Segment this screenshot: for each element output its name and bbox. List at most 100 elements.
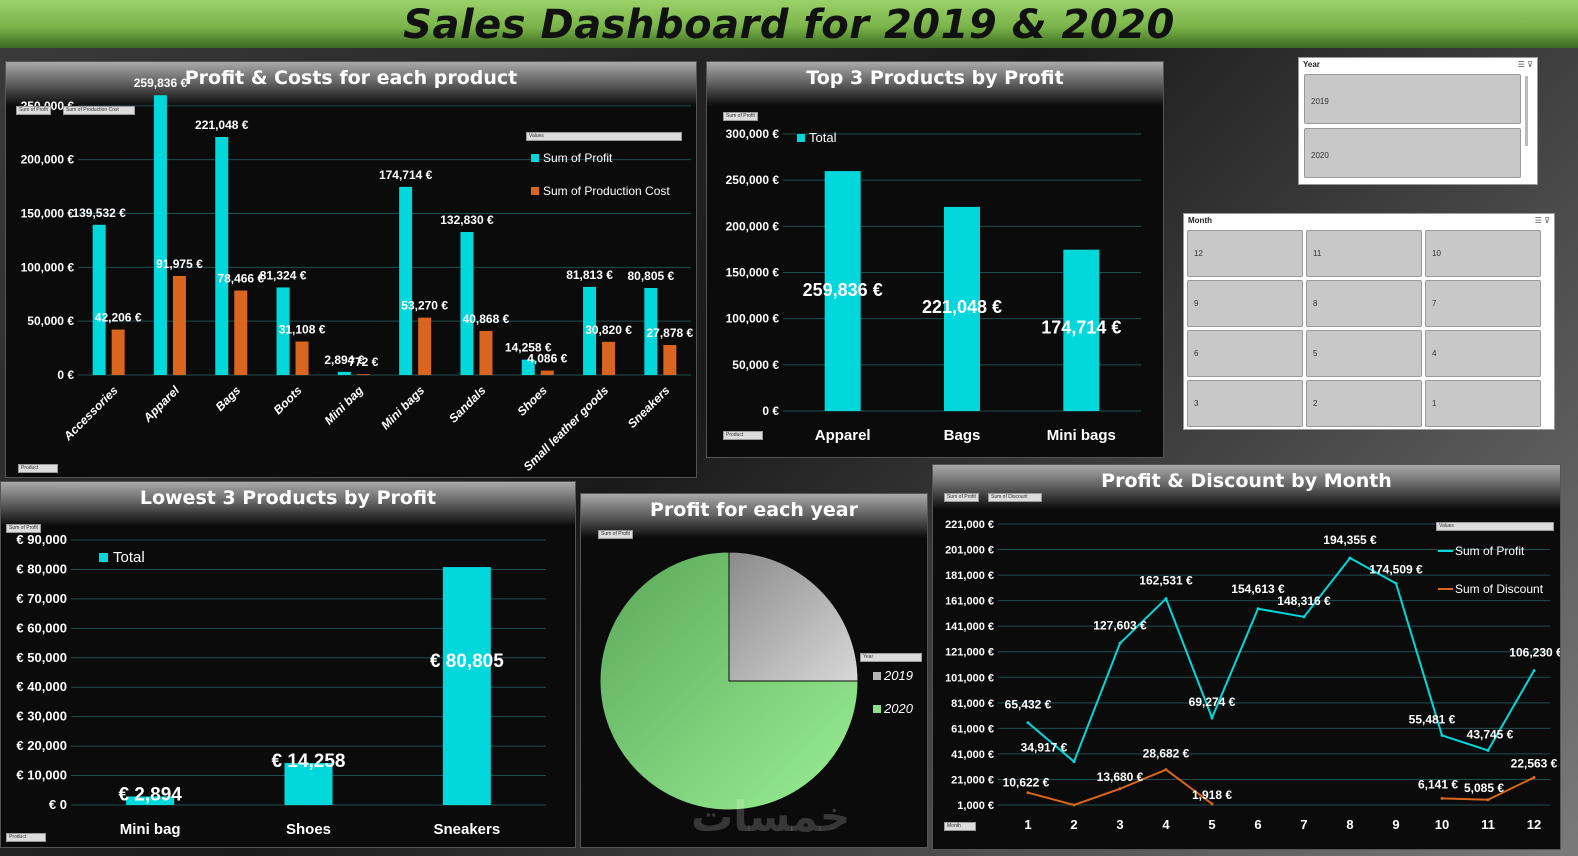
y-tick-label: 181,000 € — [945, 570, 994, 582]
y-tick-label: 50,000 € — [732, 358, 779, 372]
discount-data-label: 13,680 € — [1097, 770, 1144, 784]
lowest3-bar — [442, 567, 491, 805]
sum-of-profit-field-button[interactable]: Sum of Profit — [16, 106, 51, 115]
year-filter-button[interactable]: Year — [860, 653, 922, 662]
cost-bar — [663, 344, 677, 375]
discount-point — [1532, 775, 1536, 779]
sum-of-profit-field-button[interactable]: Sum of Profit — [723, 112, 758, 121]
y-tick-label: 250,000 € — [726, 173, 780, 187]
values-field-button[interactable]: Values — [1436, 522, 1554, 531]
legend-swatch-2019 — [873, 672, 881, 680]
x-tick-label: 6 — [1254, 817, 1261, 832]
month-slicer-item[interactable]: 11 — [1306, 230, 1422, 277]
cost-data-label: 4,086 € — [527, 352, 567, 366]
values-field-button[interactable]: Values — [526, 132, 682, 141]
y-tick-label: 161,000 € — [945, 596, 994, 608]
profit-point — [1210, 716, 1214, 720]
y-tick-label: 21,000 € — [951, 774, 994, 786]
cost-data-label: 53,270 € — [401, 299, 448, 313]
month-slicer-item[interactable]: 1 — [1425, 380, 1541, 427]
profit-point — [1256, 607, 1260, 611]
x-tick-label: Apparel — [140, 383, 183, 426]
month-slicer-item[interactable]: 3 — [1187, 380, 1303, 427]
legend-label-2019: 2019 — [883, 668, 913, 683]
x-tick-label: 5 — [1208, 817, 1215, 832]
x-tick-label: 8 — [1346, 817, 1353, 832]
discount-point — [1486, 798, 1490, 802]
legend-label-profit: Sum of Profit — [1455, 544, 1525, 558]
sum-of-profit-field-button[interactable]: Sum of Profit — [598, 530, 633, 539]
profit-costs-title: Profit & Costs for each product — [6, 62, 696, 106]
cost-bar — [540, 370, 554, 375]
y-tick-label: € 0 — [49, 797, 67, 812]
profit-point — [1532, 669, 1536, 673]
legend-label-cost: Sum of Production Cost — [543, 184, 670, 198]
lowest3-chart: € 0 € 10,000 € 20,000 € 30,000 € 40,000 € 50,… — [16, 532, 546, 838]
profit-costs-panel: Profit & Costs for each product 0 € 50,00… — [5, 61, 697, 478]
month-slicer-item[interactable]: 9 — [1187, 280, 1303, 327]
profit-bar — [460, 231, 474, 375]
cost-bar — [418, 317, 432, 375]
profit-bar — [92, 224, 106, 375]
year-slicer-item[interactable]: 2020 — [1304, 128, 1521, 178]
y-tick-label: € 80,000 — [16, 561, 67, 576]
profit-point — [1348, 556, 1352, 560]
year-slicer-clear-filter-icon[interactable]: ☰ ⊽ — [1517, 60, 1533, 69]
profit-data-label: 80,805 € — [627, 269, 674, 283]
cost-data-label: 78,466 € — [217, 272, 264, 286]
month-slicer-item[interactable]: 7 — [1425, 280, 1541, 327]
month-slicer-item[interactable]: 8 — [1306, 280, 1422, 327]
year-slicer-scrollbar[interactable] — [1525, 76, 1528, 146]
lowest3-title: Lowest 3 Products by Profit — [1, 482, 575, 526]
sum-of-profit-field-button[interactable]: Sum of Profit — [944, 493, 979, 502]
x-tick-label: 9 — [1392, 817, 1399, 832]
sum-of-profit-field-button[interactable]: Sum of Profit — [6, 524, 41, 533]
cost-data-label: 27,878 € — [646, 326, 693, 340]
month-slicer-item[interactable]: 6 — [1187, 330, 1303, 377]
cost-bar — [234, 290, 248, 375]
profit-point — [1394, 581, 1398, 585]
month-slicer-item[interactable]: 5 — [1306, 330, 1422, 377]
y-tick-label: 50,000 € — [27, 314, 74, 328]
sum-of-discount-field-button[interactable]: Sum of Discount — [988, 493, 1042, 502]
x-tick-label: 10 — [1435, 817, 1449, 832]
profit-point — [1072, 760, 1076, 764]
month-slicer-item[interactable]: 10 — [1425, 230, 1541, 277]
cost-data-label: 40,868 € — [463, 312, 510, 326]
month-slicer-item[interactable]: 4 — [1425, 330, 1541, 377]
x-tick-label: 12 — [1527, 817, 1541, 832]
y-tick-label: 0 € — [762, 404, 779, 418]
sum-of-production-cost-field-button[interactable]: Sum of Production Cost — [63, 106, 135, 115]
month-slicer-clear-filter-icon[interactable]: ☰ ⊽ — [1534, 216, 1550, 225]
x-tick-label: Shoes — [286, 821, 331, 838]
month-slicer-item[interactable]: 2 — [1306, 380, 1422, 427]
profit-data-label: 221,048 € — [195, 118, 249, 132]
legend-swatch-profit — [531, 154, 539, 162]
x-tick-label: Sneakers — [625, 383, 673, 431]
y-tick-label: 200,000 € — [21, 153, 75, 167]
y-tick-label: 121,000 € — [945, 647, 994, 659]
top3-data-label: 221,048 € — [922, 297, 1002, 317]
profit-data-label: 81,813 € — [566, 268, 613, 282]
product-filter-button[interactable]: Product — [6, 833, 46, 842]
month-slicer-item[interactable]: 12 — [1187, 230, 1303, 277]
top3-panel: Top 3 Products by Profit 0 € 50,000 € 100,… — [706, 61, 1164, 458]
discount-data-label: 28,682 € — [1143, 747, 1190, 761]
month-filter-button[interactable]: Month — [944, 822, 976, 831]
year-slicer-item[interactable]: 2019 — [1304, 74, 1521, 124]
profit-data-label: 132,830 € — [440, 213, 494, 227]
profit-line — [1027, 556, 1535, 764]
product-filter-button[interactable]: Product — [723, 431, 763, 440]
profit-bar — [521, 359, 535, 375]
pie-slice-2020 — [599, 551, 859, 811]
profit-data-label: 69,274 € — [1189, 695, 1236, 709]
product-filter-button[interactable]: Product — [18, 464, 58, 473]
y-tick-label: € 70,000 — [16, 591, 67, 606]
y-tick-label: 150,000 € — [726, 266, 780, 280]
profit-costs-chart: 0 € 50,000 € 100,000 € 150,000 € 200,000 € 25… — [21, 76, 694, 474]
profit-data-label: 81,324 € — [260, 268, 307, 282]
profit-data-label: 127,603 € — [1093, 618, 1147, 632]
cost-bar — [356, 374, 370, 375]
x-tick-label: Mini bags — [1047, 427, 1116, 444]
discount-point — [1440, 796, 1444, 800]
